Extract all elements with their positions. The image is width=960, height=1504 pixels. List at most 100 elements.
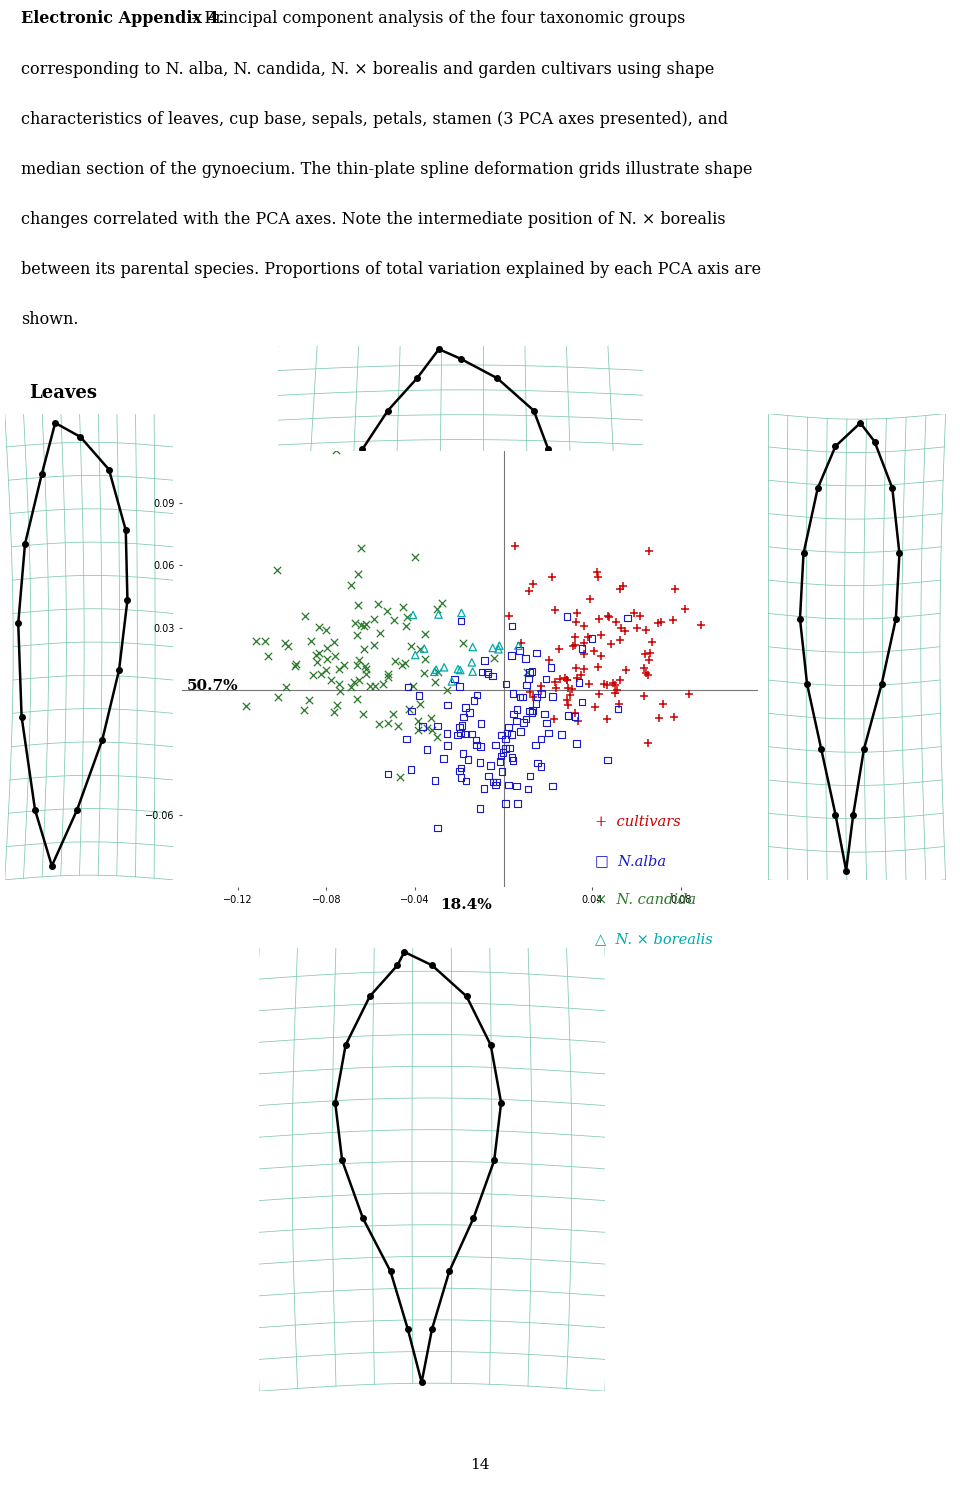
Point [518, 672, 534, 696]
Point [455, 630, 470, 654]
Point [547, 669, 563, 693]
Point [620, 606, 636, 630]
Point [528, 732, 543, 757]
Point [633, 603, 648, 627]
Point [280, 633, 296, 657]
Point [561, 693, 576, 717]
Point [525, 684, 540, 708]
Point [530, 750, 545, 775]
Point [412, 636, 427, 660]
Point [427, 660, 443, 684]
Point [455, 741, 470, 766]
Point [636, 684, 651, 708]
Point [453, 720, 468, 744]
Point [486, 770, 501, 794]
Point [396, 596, 411, 620]
Point [596, 672, 612, 696]
Point [427, 769, 443, 793]
Point [493, 744, 509, 769]
Point [502, 735, 517, 760]
Point [552, 636, 567, 660]
Point [607, 672, 622, 696]
Point [428, 657, 444, 681]
Point [429, 597, 444, 621]
Point [392, 764, 407, 788]
Point [785, 626, 801, 650]
Point [509, 708, 524, 732]
Point [349, 687, 365, 711]
Point [636, 656, 652, 680]
Point [458, 722, 473, 746]
Point [576, 632, 591, 656]
Point [452, 714, 468, 738]
Point [472, 734, 488, 758]
Point [481, 764, 496, 788]
Point [611, 696, 626, 720]
Point [277, 630, 293, 654]
Point [491, 638, 506, 662]
Point [564, 677, 579, 701]
Point [387, 648, 402, 672]
Point [593, 623, 609, 647]
Point [296, 698, 311, 722]
Point [440, 693, 455, 717]
Point [488, 734, 503, 758]
Point [533, 674, 548, 698]
Point [693, 612, 708, 636]
Point [406, 674, 421, 698]
Point [561, 704, 576, 728]
Point [358, 657, 373, 681]
Point [358, 662, 373, 686]
Point [506, 702, 521, 726]
Point [612, 627, 628, 651]
Point [521, 660, 537, 684]
Point [546, 707, 562, 731]
Point [612, 668, 628, 692]
Point [375, 672, 391, 696]
Point [569, 600, 585, 624]
Point [519, 660, 535, 684]
Point [468, 732, 484, 757]
Point [269, 558, 284, 582]
Point [326, 701, 342, 725]
Point [560, 677, 575, 701]
Point [574, 636, 589, 660]
Point [324, 668, 339, 692]
Point [326, 630, 342, 654]
Point [452, 760, 468, 784]
Point [585, 626, 600, 650]
Point [521, 666, 537, 690]
Point [439, 678, 454, 702]
Point [367, 608, 382, 632]
Text: Electronic Appendix 4.: Electronic Appendix 4. [21, 11, 225, 27]
Point [480, 660, 495, 684]
Point [403, 757, 419, 781]
Point [615, 575, 631, 599]
Point [573, 663, 588, 687]
Point [557, 666, 572, 690]
Point [508, 534, 523, 558]
Point [548, 677, 564, 701]
Point [529, 641, 544, 665]
Point [525, 698, 540, 722]
Point [362, 674, 377, 698]
Point [454, 713, 469, 737]
Point [512, 638, 527, 662]
Point [600, 747, 615, 772]
Text: ×  N. candida: × N. candida [595, 893, 696, 907]
Point [298, 605, 313, 629]
Point [477, 648, 492, 672]
Point [591, 683, 607, 707]
Point [407, 546, 422, 570]
Point [271, 684, 286, 708]
Point [418, 623, 433, 647]
Point [351, 668, 367, 692]
Point [450, 657, 466, 681]
Point [501, 773, 516, 797]
Point [504, 614, 519, 638]
Point [510, 698, 525, 722]
Point [278, 674, 294, 698]
Point [497, 726, 513, 750]
Point [288, 651, 303, 675]
Point [460, 747, 475, 772]
